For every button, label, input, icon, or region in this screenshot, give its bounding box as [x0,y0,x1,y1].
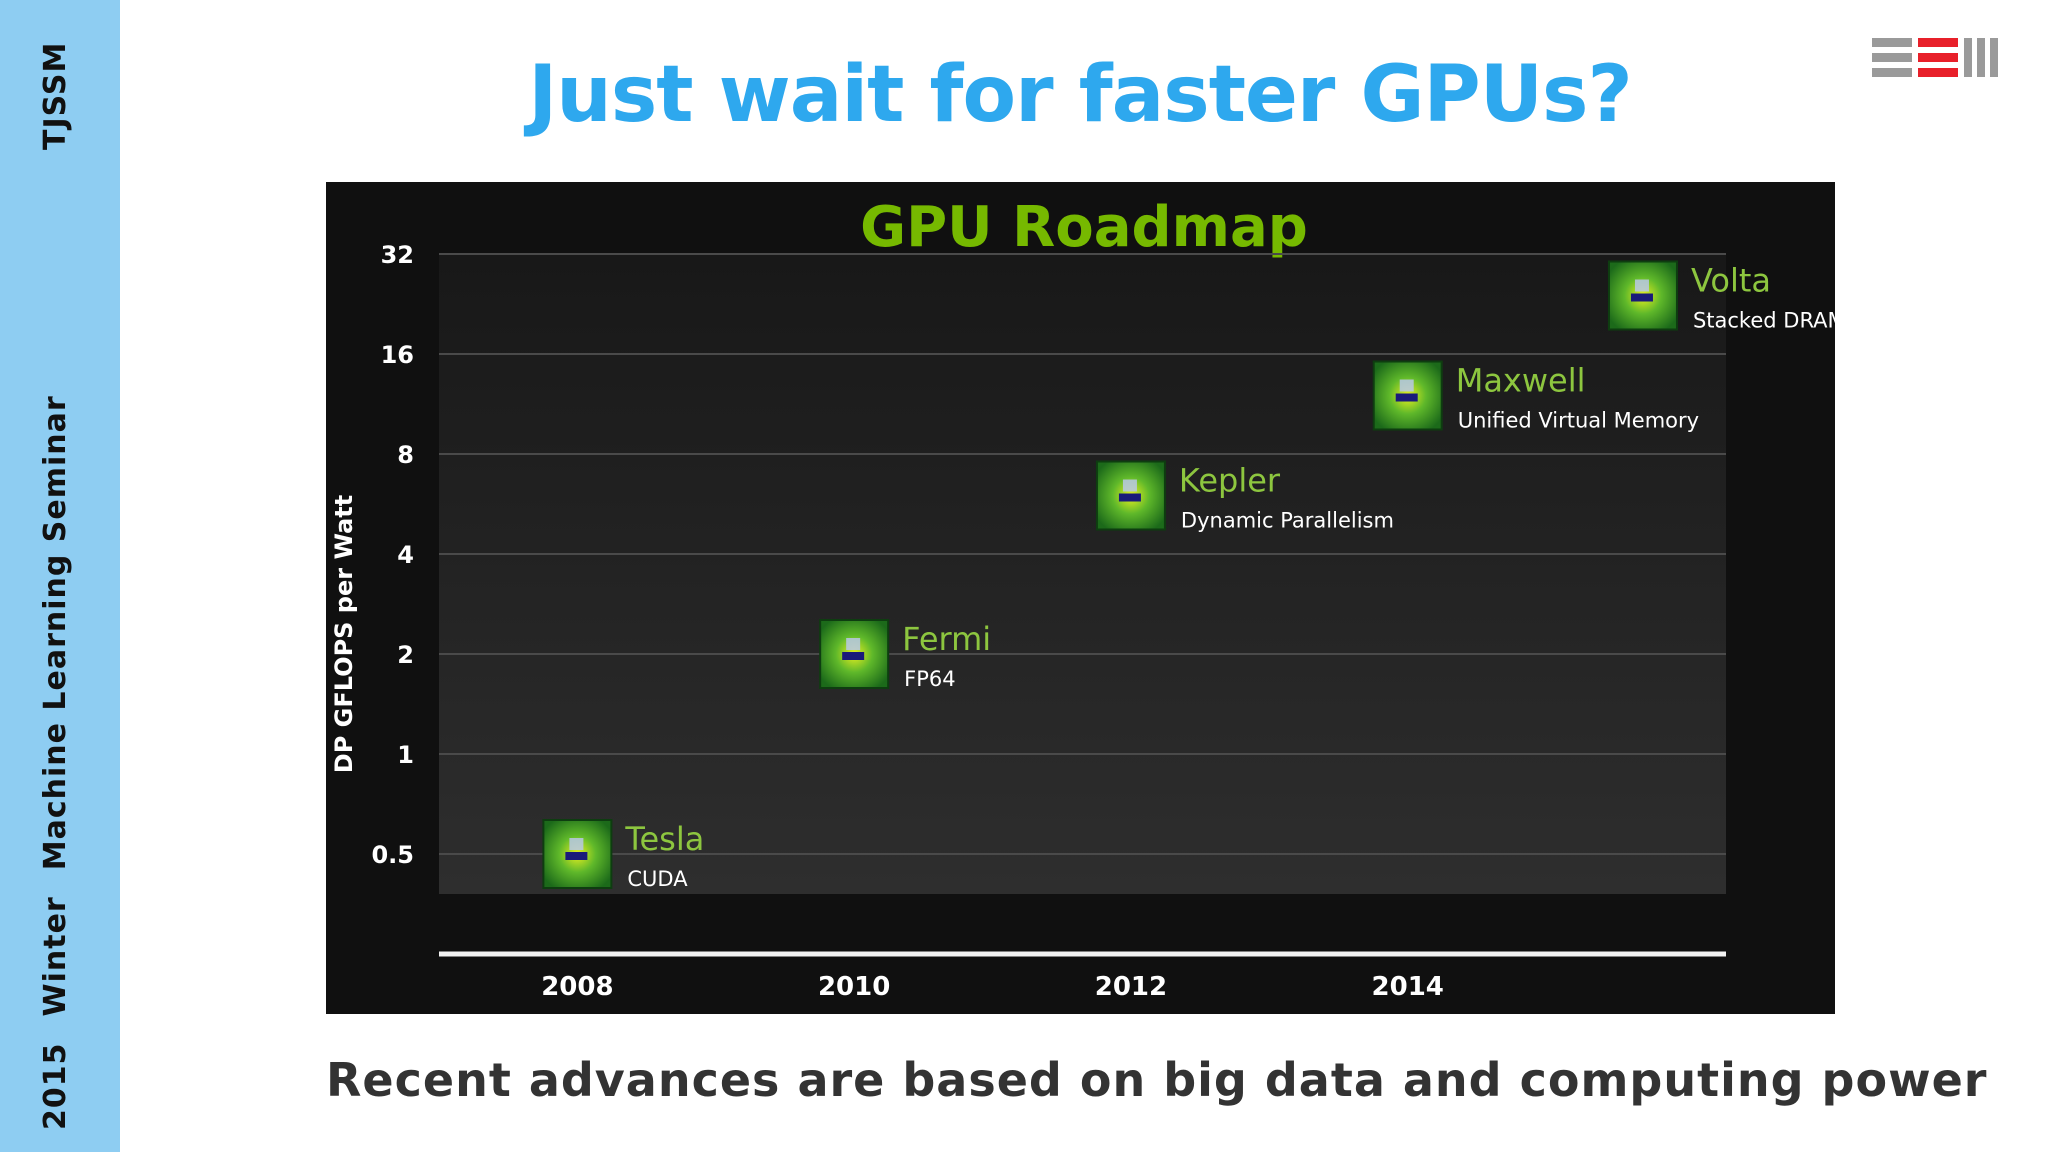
point-label: Volta [1691,262,1771,300]
data-point-maxwell: Maxwell Unified Virtual Memory [1372,360,1699,433]
point-feature-label: Dynamic Parallelism [1181,509,1394,533]
point-label: Kepler [1179,462,1281,500]
y-tick-label: 4 [397,541,414,569]
slide-caption: Recent advances are based on big data an… [326,1053,1988,1107]
chart-title: GPU Roadmap [860,195,1308,260]
sidebar-seminar-name: Machine Learning Seminar [38,395,73,871]
y-tick-label: 16 [381,341,414,369]
chip-die [842,652,865,660]
plot-area [439,254,1726,894]
chart-canvas: GPU Roadmap DP GFLOPS per Watt 0.5 1 2 4 8 16… [330,195,1835,1002]
y-tick-label: 8 [397,441,414,469]
sidebar-seminar: 2015 Winter Machine Learning Seminar [38,369,73,1130]
point-feature-label: Unified Virtual Memory [1458,409,1699,433]
y-axis-label: DP GFLOPS per Watt [330,495,358,773]
point-feature-label: Stacked DRAM [1693,309,1835,333]
chip-highlight [846,638,861,650]
data-point-volta: Volta Stacked DRAM [1607,260,1835,333]
sidebar-brand: TJSSM [38,41,73,150]
sidebar-season: Winter [38,896,73,1017]
point-label: Maxwell [1456,362,1586,400]
point-feature-label: CUDA [627,867,688,891]
x-tick-label: 2012 [1095,972,1167,1002]
sidebar: TJSSM 2015 Winter Machine Learning Seminar [0,0,120,1152]
data-point-tesla: Tesla CUDA [542,819,704,891]
point-feature-label: FP64 [904,667,955,691]
chip-die [1395,393,1418,402]
chip-die [1118,493,1141,502]
chip-die [565,852,588,860]
sidebar-year: 2015 [38,1042,73,1131]
data-point-fermi: Fermi FP64 [819,619,991,691]
chip-icon [1095,460,1166,531]
logo-icon [1872,36,2012,85]
point-label: Fermi [902,620,991,658]
chip-highlight [569,838,584,850]
chip-highlight [1122,479,1137,492]
y-tick-label: 0.5 [371,841,414,869]
x-tick-label: 2008 [541,972,613,1002]
point-label: Tesla [624,820,704,858]
slide-title: Just wait for faster GPUs? [528,50,1632,140]
gpu-roadmap-chart: GPU Roadmap DP GFLOPS per Watt 0.5 1 2 4 8 16… [326,182,1835,1014]
x-tick-label: 2010 [818,972,890,1002]
x-tick-label: 2014 [1372,972,1444,1002]
y-tick-label: 1 [397,741,414,769]
y-tick-label: 32 [381,241,414,269]
y-tick-label: 2 [397,641,414,669]
chip-highlight [1399,379,1414,392]
chip-die [1630,293,1653,302]
chip-highlight [1634,279,1649,292]
data-point-kepler: Kepler Dynamic Parallelism [1095,460,1394,533]
